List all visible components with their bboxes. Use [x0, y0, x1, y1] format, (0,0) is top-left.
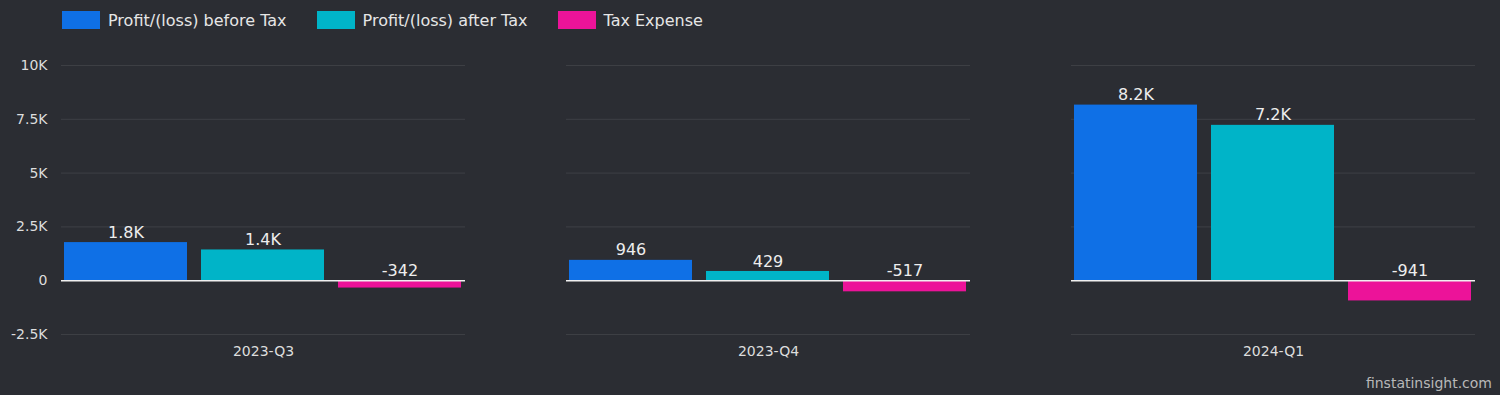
svg-text:-517: -517 — [887, 261, 923, 280]
svg-text:1.4K: 1.4K — [245, 230, 281, 249]
svg-text:-2.5K: -2.5K — [11, 326, 48, 342]
svg-text:7.2K: 7.2K — [1255, 105, 1291, 124]
html-text:Profit/(loss) before Tax: Profit/(loss) before Tax — [108, 10, 287, 30]
html-text:Profit/(loss) after Tax: Profit/(loss) after Tax — [362, 10, 528, 30]
svg-text:946: 946 — [616, 240, 647, 259]
svg-text:1.8K: 1.8K — [108, 223, 144, 242]
svg-text:-342: -342 — [382, 261, 418, 280]
svg-text:0: 0 — [39, 272, 48, 288]
svg-text:-941: -941 — [1392, 261, 1428, 280]
svg-text:2023-Q4: 2023-Q4 — [738, 343, 799, 359]
svg-text:10K: 10K — [21, 57, 49, 73]
svg-text:2023-Q3: 2023-Q3 — [233, 343, 294, 359]
svg-text:2024-Q1: 2024-Q1 — [1243, 343, 1304, 359]
html-text:Tax Expense: Tax Expense — [603, 10, 703, 30]
svg-text:8.2K: 8.2K — [1118, 85, 1154, 104]
svg-text:429: 429 — [753, 252, 784, 271]
svg-text:7.5K: 7.5K — [16, 111, 48, 127]
html-text:finstatinsight.com: finstatinsight.com — [1365, 375, 1492, 391]
svg-text:2.5K: 2.5K — [16, 218, 48, 234]
svg-text:5K: 5K — [29, 165, 48, 181]
